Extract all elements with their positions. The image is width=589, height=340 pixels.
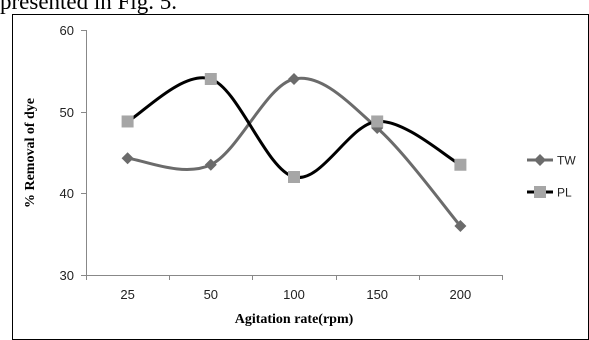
legend-entry-pl: PL: [527, 186, 572, 200]
x-tick-label: 150: [366, 287, 388, 302]
pl-data-point: [371, 115, 384, 128]
legend: TW PL: [527, 154, 576, 200]
y-tick-label: 40: [60, 186, 74, 201]
y-tick-label: 30: [60, 268, 74, 283]
tw-data-point: [204, 158, 217, 171]
series-line-tw: [127, 76, 462, 227]
tw-data-point: [121, 152, 134, 165]
legend-marker: [534, 186, 546, 198]
x-tick-label: 25: [120, 287, 134, 302]
y-tick-label: 50: [60, 105, 74, 120]
series-pl: [121, 73, 467, 183]
x-tick-label: 100: [283, 287, 305, 302]
pl-data-point: [204, 73, 217, 85]
x-ticks: 25 50 100 150 200: [86, 275, 503, 302]
legend-label: TW: [557, 154, 576, 168]
pl-data-point: [288, 171, 300, 183]
tw-data-point: [288, 73, 300, 85]
y-axis-title: % Removal of dye: [23, 98, 38, 208]
pl-data-point: [454, 158, 467, 171]
legend-label: PL: [557, 186, 572, 200]
pl-data-point: [121, 115, 134, 128]
series-layer: [121, 73, 467, 232]
series-tw: [121, 73, 467, 232]
x-tick-label: 50: [204, 287, 218, 302]
tw-data-point: [454, 220, 467, 232]
y-tick-label: 60: [60, 23, 74, 38]
x-tick-label: 200: [450, 287, 472, 302]
x-axis-title: Agitation rate(rpm): [235, 312, 354, 327]
legend-marker: [534, 154, 546, 166]
y-ticks: 30 40 50 60: [60, 23, 86, 283]
caption-fragment: presented in Fig. 5.: [0, 0, 177, 14]
legend-entry-tw: TW: [527, 154, 576, 168]
